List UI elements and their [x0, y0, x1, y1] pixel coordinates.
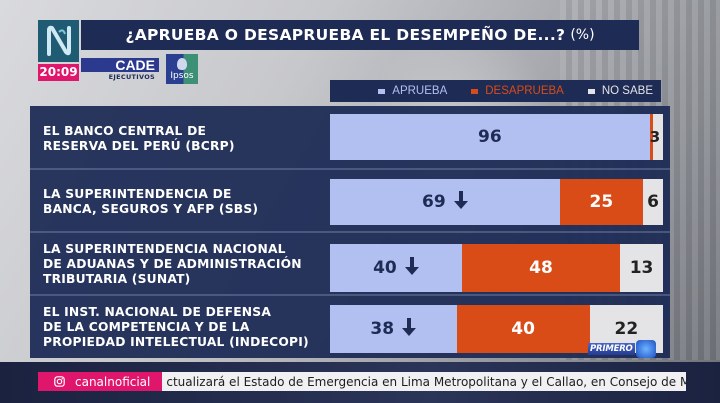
trend-down-arrow-icon	[404, 256, 419, 280]
stacked-bar: 96 3	[330, 114, 663, 160]
chart-legend: APRUEBA DESAPRUEBA NO SABE	[330, 80, 661, 102]
data-label: 25	[589, 192, 614, 212]
chart-unit: (%)	[570, 27, 595, 43]
row-divider	[30, 294, 670, 296]
bar-segment-aprueba: 96	[330, 114, 650, 160]
stacked-bar: 40 48 13	[330, 244, 663, 292]
cade-logo-text: CADE	[115, 57, 155, 73]
social-handle-badge: canalnoficial	[38, 372, 163, 391]
instagram-icon	[54, 376, 65, 387]
ticker-text: ctualizará el Estado de Emergencia en Li…	[166, 374, 686, 389]
data-label: 38	[370, 319, 395, 339]
data-label: 40	[373, 258, 397, 278]
legend-label-no-sabe: NO SABE	[601, 85, 653, 97]
bar-segment-no-sabe: 6	[643, 179, 663, 225]
bar-segment-desaprueba: 48	[461, 244, 621, 292]
bar-segment-desaprueba	[649, 114, 653, 160]
canal-n-logo-icon	[46, 25, 71, 56]
cade-logo: CADE EJECUTIVOS	[81, 57, 161, 82]
legend-label-desaprueba: DESAPRUEBA	[485, 85, 564, 97]
trend-down-arrow-icon	[402, 317, 417, 341]
row-divider	[30, 168, 670, 170]
bar-segment-desaprueba: 40	[456, 305, 590, 353]
clock: 20:09	[38, 64, 79, 81]
chart-title: ¿APRUEBA O DESAPRUEBA EL DESEMPEÑO DE...…	[125, 26, 566, 44]
chart-row: LA SUPERINTENDENCIA NACIONAL DE ADUANAS Y…	[30, 231, 670, 295]
data-label: 3	[649, 128, 661, 146]
program-watermark-text: PRIMERO	[588, 343, 635, 355]
chart-row: EL BANCO CENTRAL DE RESERVA DEL PERÚ (BCR…	[30, 106, 670, 169]
legend-swatch-no-sabe	[587, 88, 595, 94]
legend-item-desaprueba: DESAPRUEBA	[471, 85, 564, 97]
legend-item-aprueba: APRUEBA	[378, 85, 447, 97]
category-label-line: PROPIEDAD INTELECTUAL (INDECOPI)	[43, 335, 309, 349]
row-divider	[30, 231, 670, 233]
data-label: 48	[529, 258, 553, 278]
bar-segment-aprueba: 40	[330, 244, 462, 292]
bar-segment-aprueba: 38	[330, 305, 457, 353]
program-badge-icon	[635, 340, 656, 358]
social-handle: canalnoficial	[75, 374, 151, 389]
news-ticker: canalnoficial ctualizará el Estado de Em…	[38, 372, 686, 391]
category-label-line: EL INST. NACIONAL DE DEFENSA	[43, 305, 272, 319]
cade-logo-bar	[81, 58, 159, 72]
category-label: LA SUPERINTENDENCIA DE BANCA, SEGUROS Y A…	[43, 187, 258, 217]
legend-swatch-aprueba	[378, 88, 386, 94]
trend-down-arrow-icon	[453, 190, 468, 214]
stacked-bar: 69 25 6	[330, 179, 663, 225]
stacked-bar: 38 40 22	[330, 305, 663, 353]
legend-item-no-sabe: NO SABE	[587, 85, 653, 97]
category-label-line: LA SUPERINTENDENCIA DE	[43, 186, 232, 201]
data-label: 96	[478, 127, 502, 147]
data-label: 22	[614, 319, 639, 339]
channel-logo	[38, 20, 79, 62]
cade-logo-subtitle: EJECUTIVOS	[108, 73, 155, 81]
category-label-line: BANCA, SEGUROS Y AFP (SBS)	[43, 201, 259, 216]
ipsos-head-icon	[177, 58, 187, 70]
data-label: 13	[629, 258, 654, 278]
bar-segment-aprueba: 69	[330, 179, 560, 225]
category-label: EL INST. NACIONAL DE DEFENSA DE LA COMPET…	[43, 305, 309, 350]
bar-segment-desaprueba: 25	[559, 179, 644, 225]
legend-swatch-desaprueba	[471, 88, 479, 94]
category-label-line: LA SUPERINTENDENCIA NACIONAL	[43, 242, 286, 256]
data-label: 6	[647, 192, 659, 212]
category-label: LA SUPERINTENDENCIA NACIONAL DE ADUANAS Y…	[43, 242, 302, 287]
program-watermark: PRIMERO	[588, 340, 662, 358]
category-label-line: DE LA COMPETENCIA Y DE LA	[43, 320, 250, 334]
chart-row: LA SUPERINTENDENCIA DE BANCA, SEGUROS Y A…	[30, 168, 670, 232]
ipsos-logo-text: Ipsos	[170, 71, 194, 81]
legend-label-aprueba: APRUEBA	[392, 85, 448, 97]
category-label-line: DE ADUANAS Y DE ADMINISTRACIÓN	[43, 257, 302, 271]
chart-title-bar: ¿APRUEBA O DESAPRUEBA EL DESEMPEÑO DE...…	[81, 20, 639, 50]
category-label-line: TRIBUTARIA (SUNAT)	[43, 272, 191, 286]
data-label: 40	[511, 319, 535, 339]
chart-row: EL INST. NACIONAL DE DEFENSA DE LA COMPET…	[30, 294, 670, 358]
bar-segment-no-sabe: 13	[620, 244, 663, 292]
category-label: EL BANCO CENTRAL DE RESERVA DEL PERÚ (BCR…	[43, 124, 235, 154]
category-label-line: EL BANCO CENTRAL DE	[43, 123, 207, 138]
category-label-line: RESERVA DEL PERÚ (BCRP)	[43, 138, 235, 153]
data-label: 69	[422, 192, 446, 212]
bar-segment-no-sabe: 3	[649, 114, 663, 160]
ipsos-logo: Ipsos	[166, 54, 198, 84]
chart-panel: EL BANCO CENTRAL DE RESERVA DEL PERÚ (BCR…	[30, 106, 670, 358]
